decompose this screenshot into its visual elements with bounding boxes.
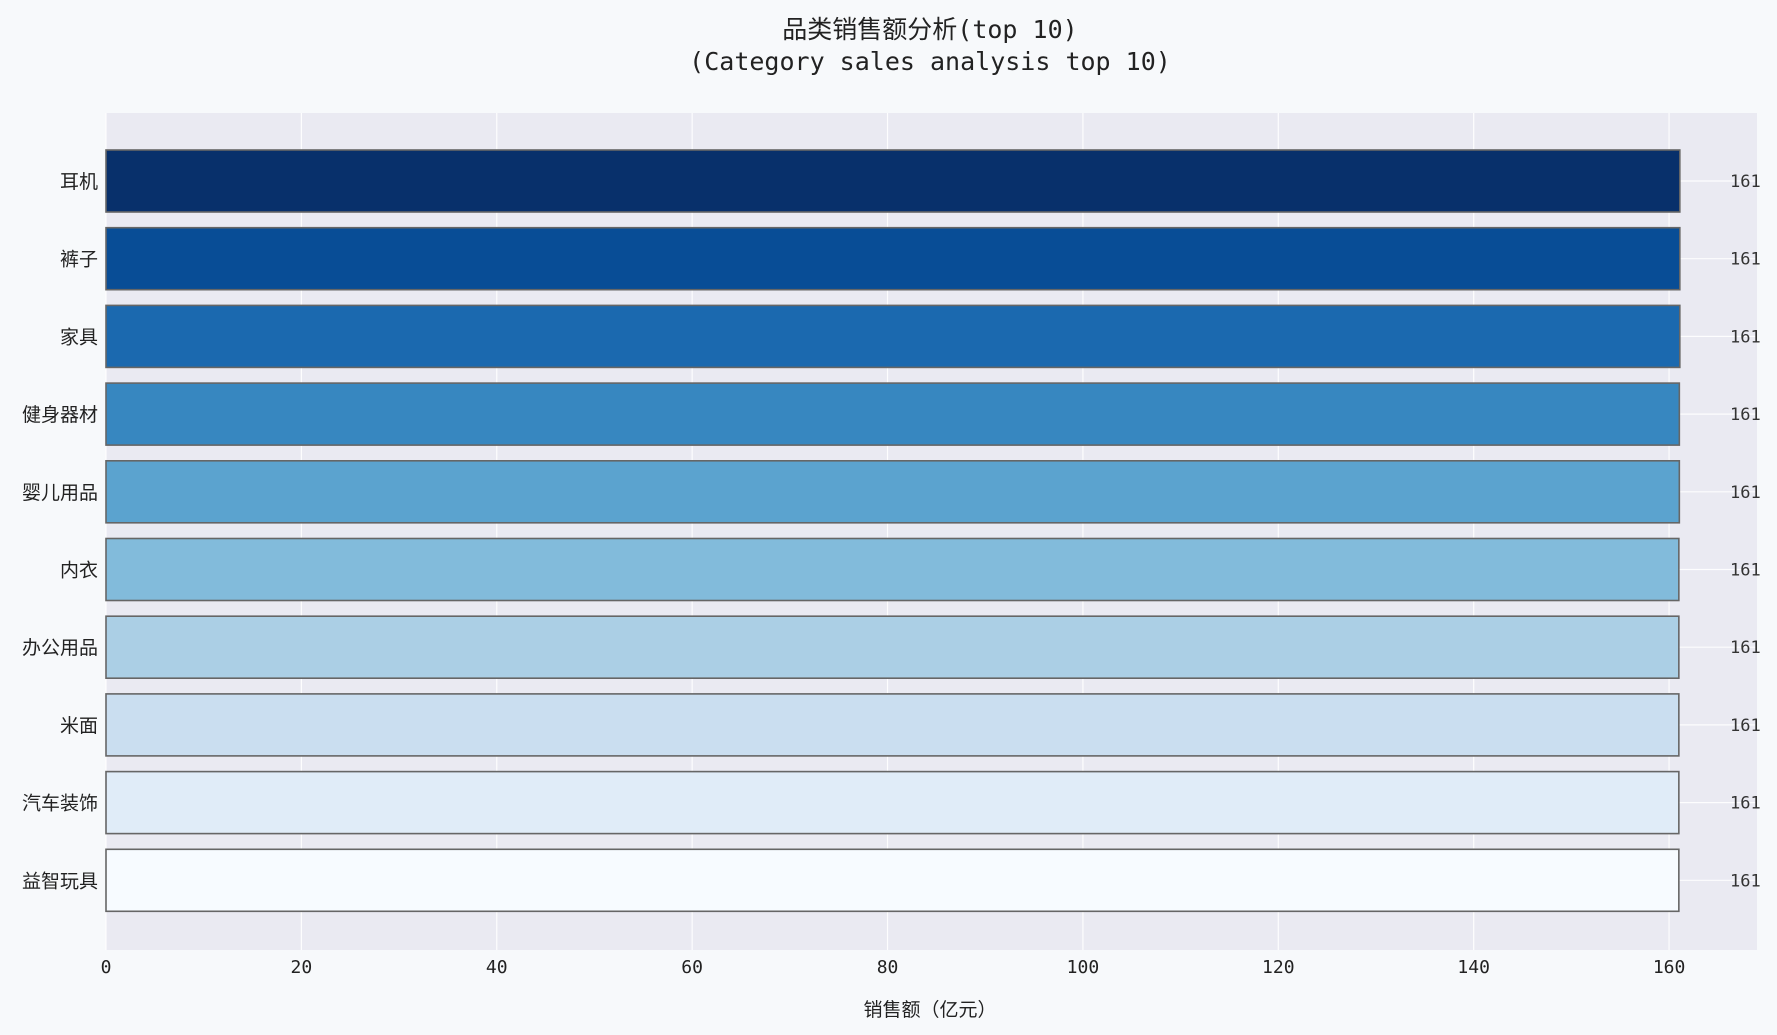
- value-label: 161: [1730, 250, 1761, 270]
- x-tick-label: 80: [877, 957, 899, 978]
- bar: [105, 693, 1680, 757]
- bar: [105, 459, 1681, 524]
- category-label: 益智玩具: [22, 870, 98, 892]
- x-tick-label: 40: [486, 957, 508, 978]
- category-label: 家具: [60, 326, 98, 348]
- x-tick-label: 160: [1653, 957, 1686, 978]
- value-label: 161: [1730, 561, 1761, 581]
- category-label: 耳机: [60, 171, 98, 193]
- category-label: 裤子: [60, 249, 98, 271]
- bar: [105, 304, 1681, 369]
- value-label: 161: [1730, 483, 1761, 503]
- bar: [105, 226, 1681, 291]
- x-tick-label: 0: [101, 957, 112, 978]
- category-label: 汽车装饰: [22, 793, 98, 815]
- chart-title: 品类销售额分析(top 10): [782, 15, 1077, 44]
- x-tick-label: 60: [681, 957, 703, 978]
- x-tick-label: 20: [291, 957, 313, 978]
- category-label: 健身器材: [22, 404, 98, 426]
- category-label: 米面: [60, 715, 98, 737]
- bar: [105, 537, 1680, 602]
- x-axis-label: 销售额（亿元）: [863, 999, 996, 1021]
- value-labels: 161 161 161 161 161 161 161 161 161 161: [1730, 172, 1761, 891]
- bar: [105, 848, 1680, 913]
- bar: [105, 382, 1681, 446]
- value-label: 161: [1730, 327, 1761, 347]
- bar: [105, 149, 1681, 213]
- bar: [105, 615, 1680, 680]
- bars: [105, 149, 1681, 913]
- x-tick-label: 140: [1457, 957, 1490, 978]
- bar: [105, 770, 1680, 835]
- category-label: 办公用品: [22, 637, 98, 659]
- value-label: 161: [1730, 716, 1761, 736]
- value-label: 161: [1730, 172, 1761, 192]
- value-label: 161: [1730, 638, 1761, 658]
- category-label: 婴儿用品: [22, 482, 98, 504]
- value-label: 161: [1730, 871, 1761, 891]
- category-label: 内衣: [60, 560, 98, 582]
- x-tick-label: 120: [1262, 957, 1295, 978]
- x-axis-ticks: 0 20 40 60 80 100 120 140 160: [101, 957, 1686, 978]
- value-label: 161: [1730, 405, 1761, 425]
- chart-subtitle: (Category sales analysis top 10): [689, 47, 1171, 76]
- value-label: 161: [1730, 794, 1761, 814]
- x-tick-label: 100: [1067, 957, 1100, 978]
